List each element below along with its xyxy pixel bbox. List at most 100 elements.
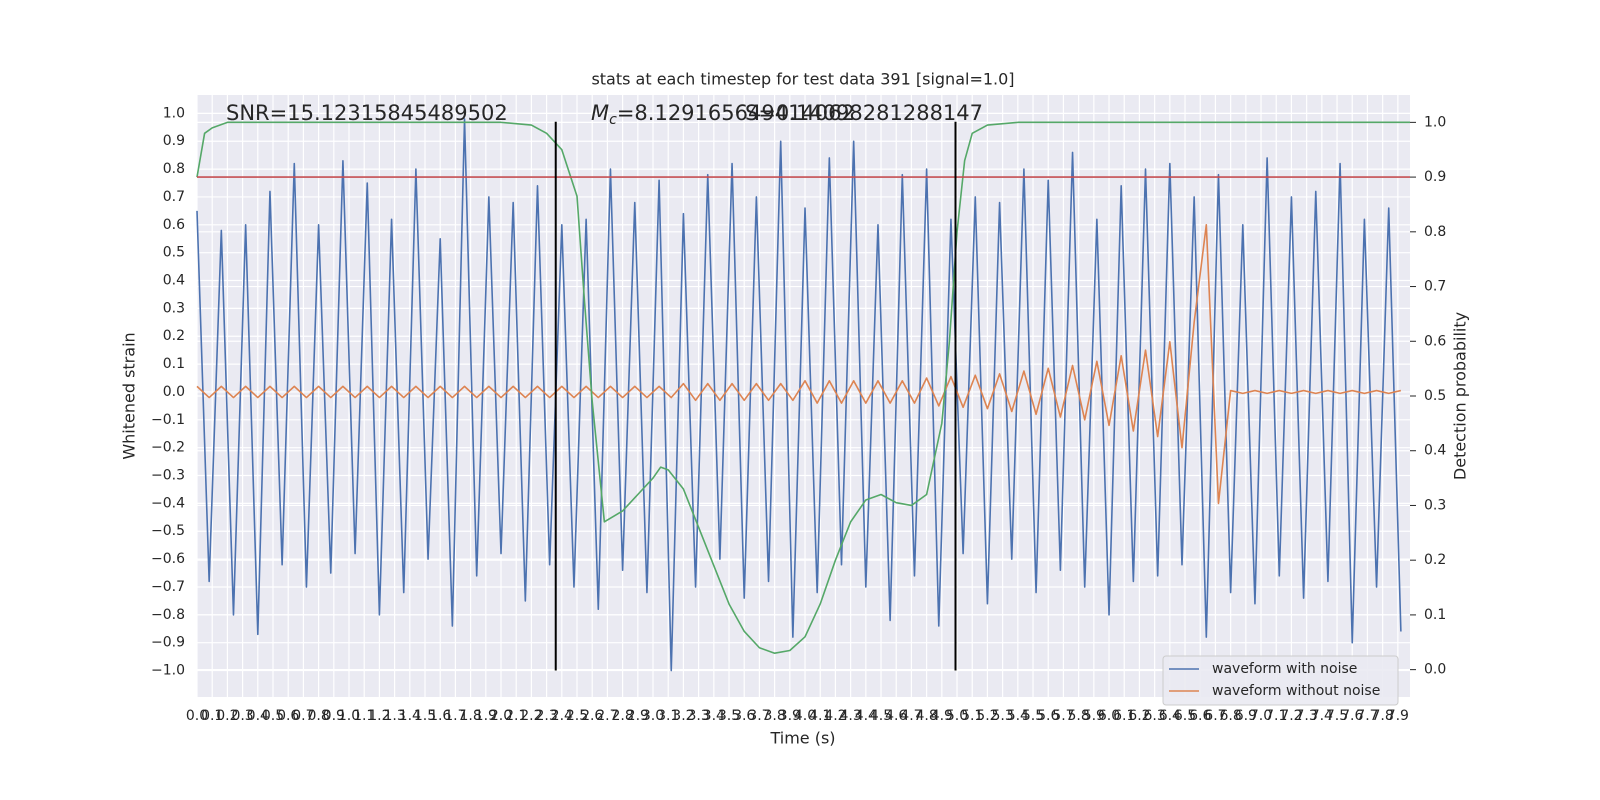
- x-tick-label: 3.0: [642, 708, 664, 724]
- x-tick-label: 0.7: [292, 708, 314, 724]
- y-tick-label: 0.9: [163, 133, 185, 149]
- x-tick-label: 6.9: [1235, 708, 1257, 724]
- y-tick-label: −0.6: [151, 551, 185, 567]
- x-axis-label: Time (s): [769, 729, 835, 748]
- x-tick-label: 5.8: [1067, 708, 1089, 724]
- x-tick-label: 2.1: [505, 708, 527, 724]
- y-tick-label: −0.8: [151, 607, 185, 623]
- x-tick-label: 4.9: [931, 708, 953, 724]
- series-line: [196, 224, 1402, 505]
- x-tick-label: 2.3: [535, 708, 557, 724]
- y2-tick-label: 0.6: [1424, 333, 1446, 349]
- x-tick-label: 3.7: [748, 708, 770, 724]
- y2-tick-label: 0.9: [1424, 169, 1446, 185]
- x-tick-label: 0.3: [231, 708, 253, 724]
- x-tick-label: 2.9: [627, 708, 649, 724]
- x-tick-label: 7.6: [1341, 708, 1363, 724]
- y-tick-label: 0.1: [163, 356, 185, 372]
- x-tick-label: 4.1: [809, 708, 831, 724]
- y-tick-label: 0.4: [163, 273, 185, 289]
- x-tick-label: 4.2: [824, 708, 846, 724]
- x-tick-label: 0.1: [201, 708, 223, 724]
- x-tick-label: 6.2: [1128, 708, 1150, 724]
- annotation-subscript: c: [609, 112, 617, 128]
- x-tick-label: 6.6: [1189, 708, 1211, 724]
- y2-tick-label: 0.5: [1424, 388, 1446, 404]
- x-tick-label: 7.5: [1326, 708, 1348, 724]
- y-axis-label: Whitened strain: [120, 332, 139, 459]
- x-tick-label: 7.9: [1387, 708, 1409, 724]
- legend-label: waveform without noise: [1212, 683, 1380, 699]
- series-line: [196, 118, 1402, 672]
- y-tick-label: −0.2: [151, 440, 185, 456]
- x-tick-label: 5.7: [1052, 708, 1074, 724]
- y2-tick-label: 1.0: [1424, 114, 1446, 130]
- annotation: SNR=15.12315845489502: [226, 101, 508, 125]
- x-tick-label: 2.7: [596, 708, 618, 724]
- x-tick-label: 4.3: [839, 708, 861, 724]
- y2-tick-label: 0.2: [1424, 552, 1446, 568]
- x-tick-label: 5.0: [946, 708, 968, 724]
- x-tick-label: 7.4: [1311, 708, 1333, 724]
- legend-box: [1162, 655, 1399, 706]
- y-tick-label: 0.3: [163, 300, 185, 316]
- x-tick-label: 1.3: [383, 708, 405, 724]
- x-tick-label: 2.5: [566, 708, 588, 724]
- x-tick-label: 6.0: [1098, 708, 1120, 724]
- y-tick-label: −0.1: [151, 412, 185, 428]
- x-tick-label: 3.3: [687, 708, 709, 724]
- annotation: S=0.14098281288147: [745, 101, 983, 125]
- x-tick-label: 4.8: [915, 708, 937, 724]
- x-tick-label: 5.5: [1022, 708, 1044, 724]
- x-tick-label: 1.2: [368, 708, 390, 724]
- legend: waveform with noise waveform without nois…: [1162, 655, 1399, 706]
- x-tick-label: 7.7: [1356, 708, 1378, 724]
- x-tick-label: 5.2: [976, 708, 998, 724]
- y2-tick-label: 0.8: [1424, 224, 1446, 240]
- x-tick-label: 3.8: [763, 708, 785, 724]
- y-tick-label: −1.0: [151, 663, 185, 679]
- y-tick-label: 0.5: [163, 245, 185, 261]
- y-tick-label: −0.7: [151, 579, 185, 595]
- y2-tick-label: 0.1: [1424, 607, 1446, 623]
- x-tick-label: 3.9: [779, 708, 801, 724]
- x-tick-label: 1.9: [475, 708, 497, 724]
- x-tick-label: 1.6: [429, 708, 451, 724]
- x-tick-label: 7.3: [1296, 708, 1318, 724]
- x-tick-label: 5.9: [1083, 708, 1105, 724]
- x-tick-label: 2.2: [520, 708, 542, 724]
- chart-title: stats at each timestep for test data 391…: [591, 70, 1014, 89]
- x-tick-label: 1.0: [338, 708, 360, 724]
- x-tick-label: 5.6: [1037, 708, 1059, 724]
- legend-label: waveform with noise: [1212, 661, 1357, 677]
- x-tick-label: 1.8: [459, 708, 481, 724]
- x-tick-label: 6.1: [1113, 708, 1135, 724]
- x-tick-label: 4.7: [900, 708, 922, 724]
- x-tick-label: 0.6: [277, 708, 299, 724]
- x-tick-label: 7.8: [1372, 708, 1394, 724]
- y-tick-label: −0.4: [151, 495, 185, 511]
- x-tick-label: 3.5: [718, 708, 740, 724]
- y2-axis-label: Detection probability: [1451, 312, 1470, 480]
- x-tick-label: 2.0: [490, 708, 512, 724]
- y-tick-label: 0.8: [163, 161, 185, 177]
- y2-tick-label: 0.3: [1424, 497, 1446, 513]
- x-tick-label: 1.7: [444, 708, 466, 724]
- x-tick-label: 2.6: [581, 708, 603, 724]
- x-tick-label: 6.8: [1220, 708, 1242, 724]
- x-tick-label: 7.0: [1250, 708, 1272, 724]
- x-tick-label: 6.4: [1159, 708, 1181, 724]
- y-tick-label: −0.9: [151, 635, 185, 651]
- x-tick-label: 1.4: [399, 708, 421, 724]
- x-tick-label: 4.5: [870, 708, 892, 724]
- annotation: Mc=8.129165649414062: [591, 101, 855, 128]
- x-tick-label: 7.2: [1280, 708, 1302, 724]
- x-tick-label: 7.1: [1265, 708, 1287, 724]
- y-tick-label: −0.5: [151, 523, 185, 539]
- y-tick-label: −0.3: [151, 468, 185, 484]
- y2-tick-label: 0.4: [1424, 443, 1446, 459]
- x-tick-label: 3.6: [733, 708, 755, 724]
- annotation-text: =8.129165649414062: [617, 101, 855, 125]
